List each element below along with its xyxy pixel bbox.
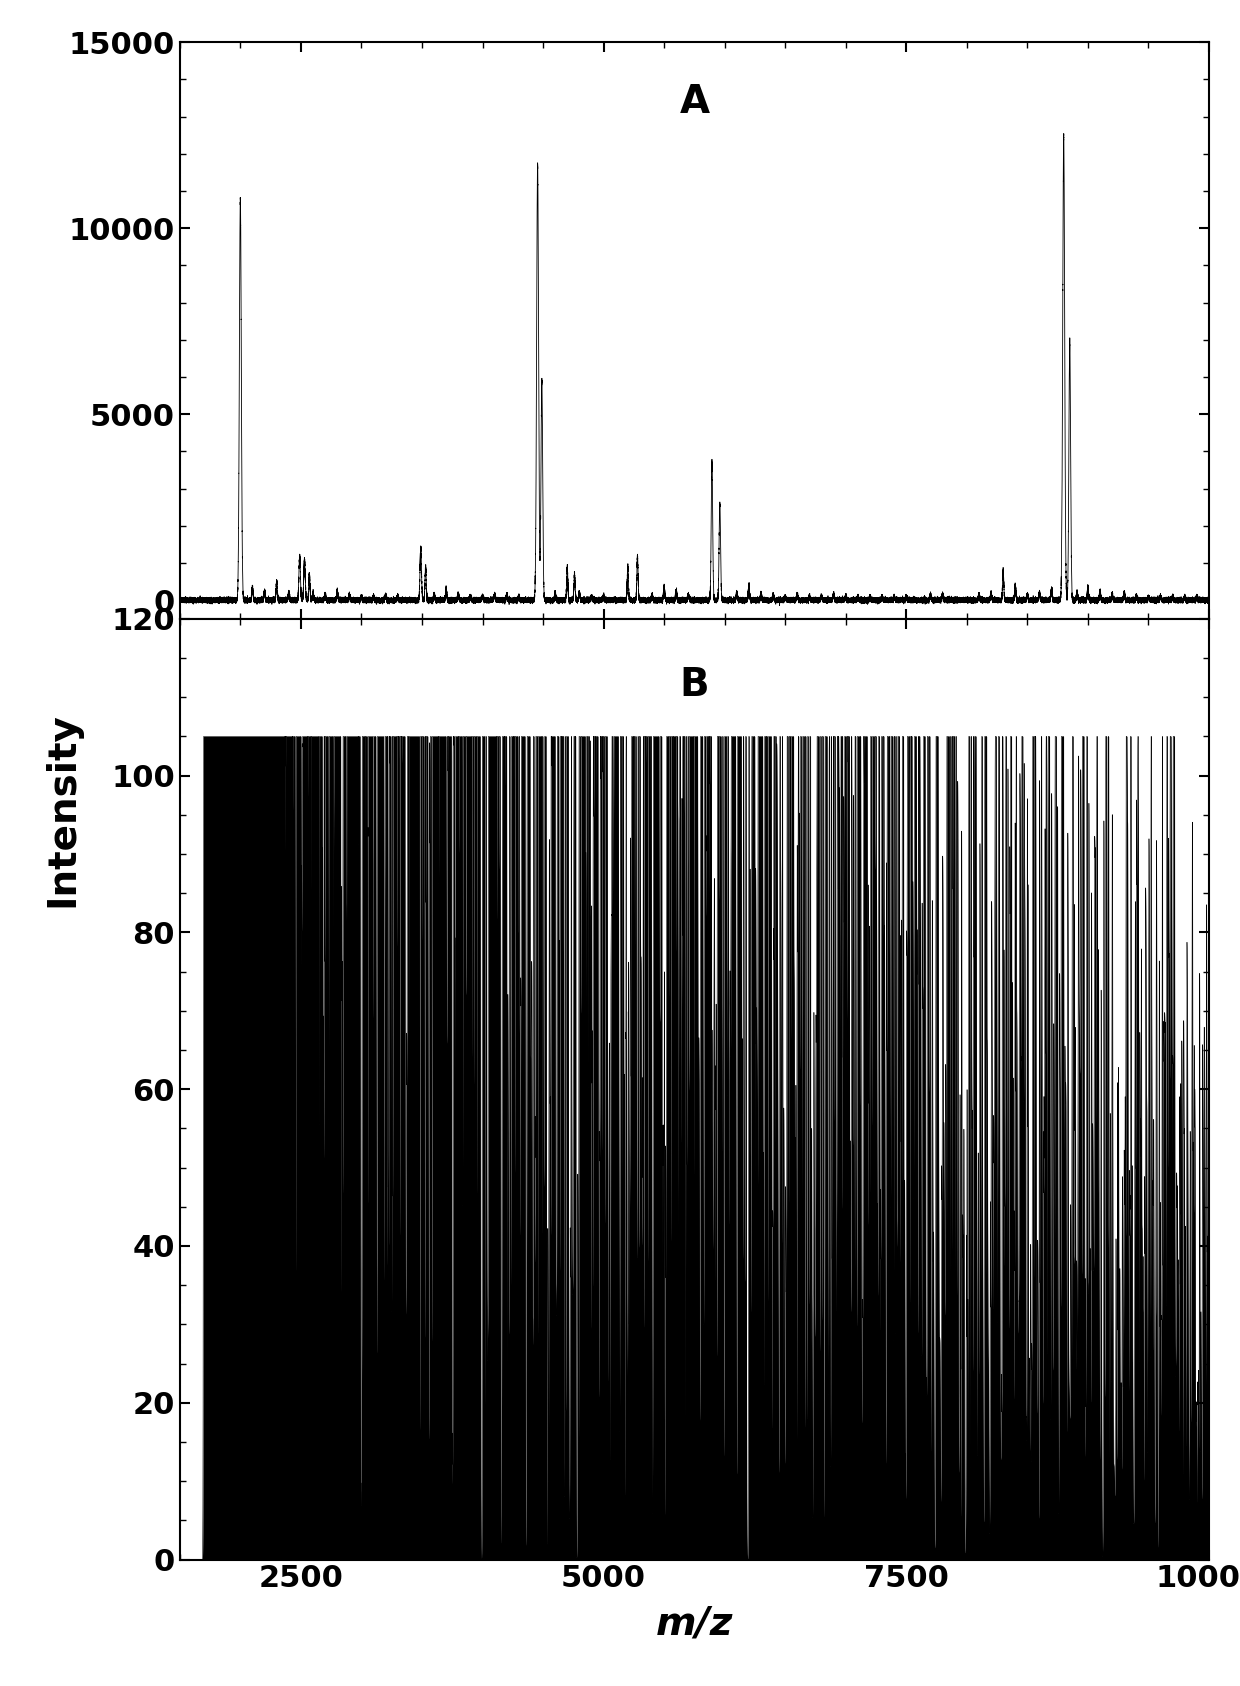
X-axis label: m/z: m/z (656, 1605, 733, 1642)
Text: A: A (680, 83, 709, 120)
Text: B: B (680, 666, 709, 703)
Text: Intensity: Intensity (43, 711, 82, 907)
